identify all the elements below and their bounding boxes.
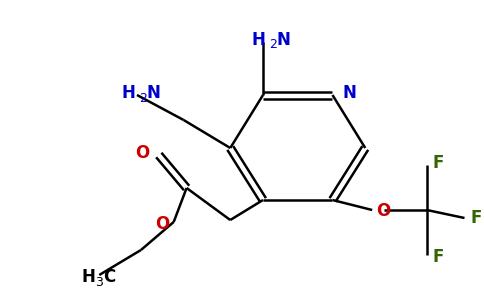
Text: O: O — [135, 144, 149, 162]
Text: 3: 3 — [95, 275, 103, 289]
Text: N: N — [147, 84, 161, 102]
Text: C: C — [103, 268, 116, 286]
Text: O: O — [155, 215, 170, 233]
Text: H: H — [121, 84, 135, 102]
Text: F: F — [433, 154, 444, 172]
Text: 2: 2 — [269, 38, 277, 52]
Text: H: H — [81, 268, 95, 286]
Text: F: F — [470, 209, 482, 227]
Text: 2: 2 — [139, 92, 147, 104]
Text: O: O — [376, 202, 391, 220]
Text: H: H — [251, 31, 265, 49]
Text: N: N — [277, 31, 291, 49]
Text: N: N — [342, 84, 356, 102]
Text: F: F — [433, 248, 444, 266]
